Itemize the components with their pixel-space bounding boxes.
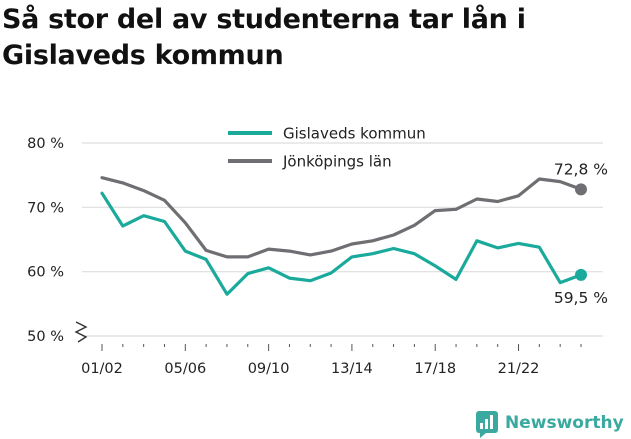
legend-label: Jönköpings län <box>282 153 392 171</box>
end-value-label: 72,8 % <box>554 160 608 178</box>
newsworthy-logo: Newsworthy <box>476 411 624 438</box>
y-tick-label: 50 % <box>27 329 64 345</box>
y-axis: 50 % 60 % 70 % 80 % <box>27 136 88 345</box>
newsworthy-icon <box>476 411 498 438</box>
series-line-jonkoping <box>100 176 583 259</box>
x-tick-label: 01/02 <box>81 361 123 377</box>
legend: Gislaveds kommun Jönköpings län <box>228 125 426 171</box>
y-tick-label: 80 % <box>27 136 64 152</box>
axis-break-icon <box>74 321 88 343</box>
series-line-gislaved <box>100 191 583 296</box>
series-end-point <box>575 268 587 281</box>
x-tick-label: 17/18 <box>414 361 456 377</box>
x-axis: 01/02 05/06 09/10 13/14 17/18 21/22 <box>81 344 582 377</box>
chart-title: Så stor del av studenterna tar lån i Gis… <box>2 4 526 71</box>
series-end-point <box>575 183 587 196</box>
x-tick-label: 21/22 <box>498 361 540 377</box>
newsworthy-wordmark: Newsworthy <box>505 413 624 433</box>
y-tick-label: 70 % <box>27 200 64 216</box>
end-labels: 59,5 % 72,8 % <box>554 160 608 307</box>
x-tick-label: 13/14 <box>331 361 373 377</box>
gridlines <box>82 142 603 337</box>
x-tick-label: 05/06 <box>164 361 206 377</box>
series-lines <box>100 176 587 296</box>
x-tick-label: 09/10 <box>248 361 290 377</box>
end-value-label: 59,5 % <box>554 289 608 307</box>
legend-label: Gislaveds kommun <box>283 125 426 143</box>
y-tick-label: 60 % <box>27 265 64 281</box>
